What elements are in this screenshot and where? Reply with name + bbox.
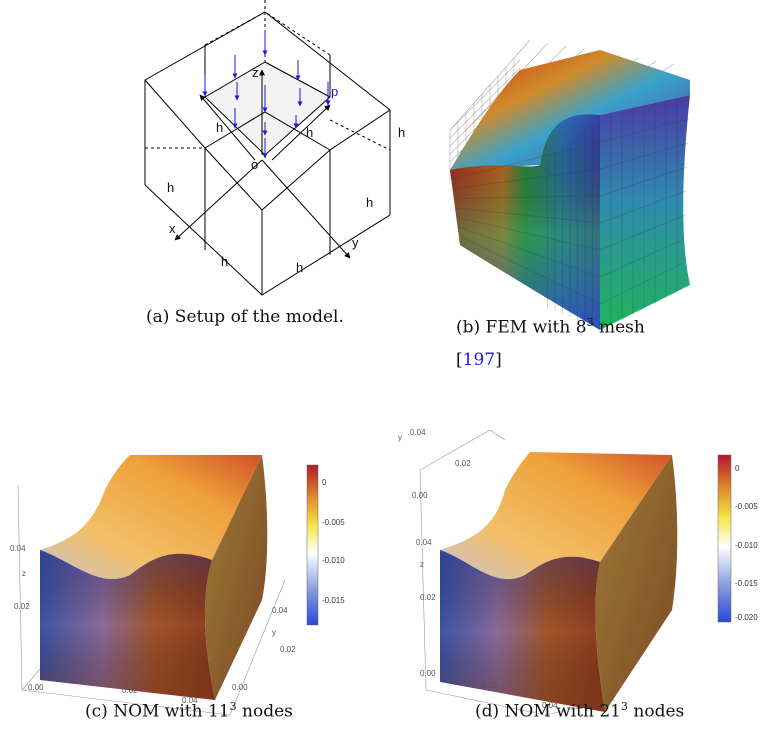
axis-arrow: [175, 160, 262, 240]
x-tick-label: 0.00: [46, 673, 62, 682]
load-area: [205, 62, 330, 155]
load-label: p: [331, 84, 338, 99]
caption-text: (d) NOM with 21: [475, 702, 621, 722]
dimension-label: h: [221, 254, 228, 269]
caption-text: (c) NOM with 11: [85, 702, 230, 722]
z-tick-label: 0.00: [420, 669, 436, 678]
axis-label: y: [398, 433, 402, 442]
z-tick-label: 0.02: [14, 602, 30, 611]
z-tick-label: 0.02: [420, 593, 436, 602]
axis-label: x: [169, 221, 176, 236]
colorbar-tick-label: -0.015: [735, 579, 758, 588]
nom-cube-11: [18, 455, 318, 715]
axis-label: z: [420, 560, 424, 569]
superscript: 3: [587, 316, 594, 329]
dimension-label: h: [306, 125, 313, 140]
x-tick-label: 0.02: [482, 681, 498, 690]
axis-label: z: [252, 65, 259, 80]
box-line: [420, 470, 426, 690]
y-tick-label: 0.02: [455, 459, 471, 468]
caption-text: mesh: [594, 318, 645, 338]
caption: (c) NOM with 113 nodes: [85, 700, 293, 722]
colorbar-tick-label: -0.015: [322, 596, 345, 605]
caption-text: nodes: [237, 702, 293, 722]
z-tick-label: 0.04: [10, 544, 26, 553]
fem-cube: [450, 40, 690, 330]
citation-link[interactable]: 197: [463, 350, 495, 370]
colorbar-tick-label: -0.005: [735, 502, 758, 511]
colorbar: [718, 455, 731, 622]
dimension-label: h: [167, 180, 174, 195]
caption-text: nodes: [628, 702, 684, 722]
superscript: 3: [230, 700, 237, 713]
dimension-label: h: [296, 260, 303, 275]
figure: z p o x y h h h h h h h 0.04 0.02 0.00 z…: [0, 0, 764, 735]
colorbar-tick-label: -0.020: [735, 613, 758, 622]
dimension-label: h: [216, 120, 223, 135]
caption: (d) NOM with 213 nodes: [475, 700, 684, 722]
axis-label: x: [538, 689, 542, 698]
x-tick-label: 0.02: [122, 686, 138, 695]
axis-label: y: [272, 628, 276, 637]
superscript: 3: [621, 700, 628, 713]
y-tick-label: 0.04: [410, 428, 426, 437]
nom-cube-21: [420, 430, 731, 715]
colorbar-tick-label: 0: [322, 478, 327, 487]
hidden-edge: [330, 120, 390, 150]
colorbar-tick-label: 0: [735, 464, 740, 473]
axis-label: y: [352, 235, 359, 250]
dimension-label: h: [366, 195, 373, 210]
axis-arrow: [262, 160, 350, 258]
setup-drawing: [145, 0, 390, 295]
y-tick-label: 0.04: [272, 606, 288, 615]
colorbar: [307, 465, 318, 625]
y-tick-label: 0.00: [232, 683, 248, 692]
caption-text: (b) FEM with 8: [456, 318, 587, 338]
y-tick-label: 0.00: [412, 491, 428, 500]
colorbar-tick-label: -0.010: [322, 556, 345, 565]
colorbar-tick-label: -0.010: [735, 541, 758, 550]
caption: (a) Setup of the model.: [146, 307, 344, 327]
z-tick-label: 0.00: [28, 683, 44, 692]
caption: (b) FEM with 83 mesh [197]: [456, 307, 676, 376]
colorbar-tick-label: -0.005: [322, 518, 345, 527]
caption-text: [: [456, 350, 463, 370]
z-tick-label: 0.04: [416, 538, 432, 547]
y-tick-label: 0.02: [280, 645, 296, 654]
axis-label: z: [22, 569, 26, 578]
hidden-edge: [265, 12, 330, 55]
caption-text: ]: [495, 350, 502, 370]
dimension-label: h: [398, 125, 405, 140]
origin-label: o: [251, 157, 258, 172]
